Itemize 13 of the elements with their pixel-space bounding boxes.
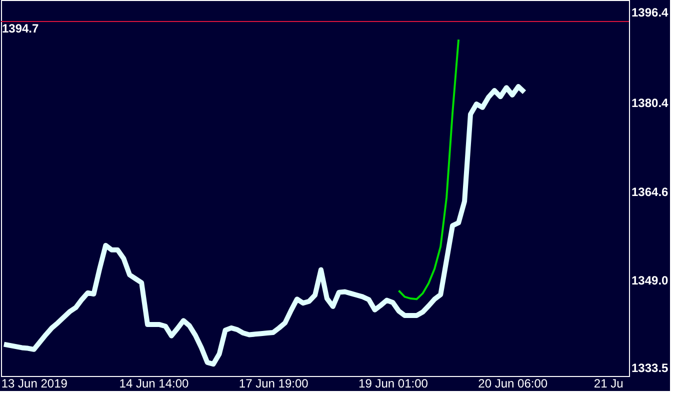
y-tick-label: 1349.0 (632, 273, 669, 288)
x-tick-label: 20 Jun 06:00 (478, 376, 548, 390)
x-tick-label: 14 Jun 14:00 (119, 376, 190, 390)
y-tick-label: 1380.4 (632, 96, 669, 110)
line-series (398, 38, 460, 300)
y-tick-label: 1333.5 (632, 361, 669, 376)
y-tick-label: 1364.6 (632, 185, 669, 200)
ref-line-label: 1394.7 (2, 21, 40, 36)
x-tick-label: 19 Jun 01:00 (358, 376, 428, 390)
x-tick-label: 21 Ju (594, 376, 624, 390)
x-tick-label: 17 Jun 19:00 (238, 376, 309, 390)
x-tick-label: 13 Jun 2019 (1, 376, 68, 390)
y-tick-label: 1396.4 (632, 5, 669, 20)
